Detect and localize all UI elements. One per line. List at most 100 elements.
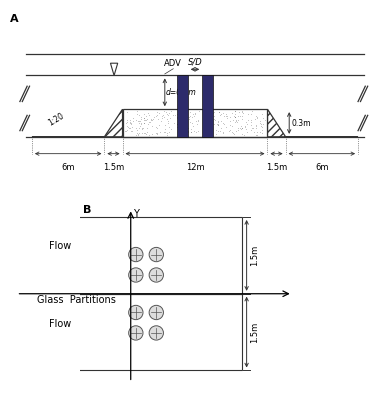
Point: [223, 113, 229, 120]
Text: 12m: 12m: [186, 163, 204, 172]
Point: [151, 113, 158, 120]
Point: [174, 120, 180, 127]
Point: [248, 110, 255, 117]
Point: [231, 113, 237, 119]
Point: [231, 114, 238, 120]
Circle shape: [129, 326, 143, 340]
Point: [162, 122, 168, 128]
Text: Flow: Flow: [49, 241, 71, 251]
Point: [154, 131, 161, 137]
Point: [215, 118, 222, 124]
Point: [136, 118, 142, 124]
Point: [146, 131, 152, 138]
Point: [200, 108, 206, 114]
Point: [257, 117, 263, 124]
Point: [253, 132, 259, 138]
Point: [144, 125, 150, 132]
Point: [235, 125, 241, 132]
Point: [211, 109, 217, 115]
Point: [215, 118, 222, 125]
Point: [259, 124, 265, 130]
Point: [154, 124, 160, 131]
Point: [180, 115, 186, 121]
Point: [223, 124, 229, 130]
Point: [145, 109, 151, 116]
Point: [154, 130, 161, 136]
Point: [233, 116, 239, 123]
Point: [139, 124, 145, 131]
Point: [202, 112, 208, 119]
Point: [252, 123, 259, 130]
Point: [238, 126, 245, 132]
Point: [248, 119, 254, 125]
Point: [217, 112, 223, 118]
Point: [141, 115, 147, 121]
Point: [223, 114, 230, 121]
Point: [153, 130, 159, 136]
Point: [134, 111, 140, 118]
Point: [245, 117, 252, 123]
Point: [188, 126, 194, 132]
Point: [165, 120, 171, 126]
Point: [210, 110, 216, 116]
Point: [238, 123, 244, 130]
Point: [218, 125, 224, 131]
Point: [259, 110, 265, 117]
Point: [218, 111, 224, 118]
Point: [229, 128, 235, 135]
Point: [232, 108, 238, 114]
Text: ADV: ADV: [164, 59, 182, 68]
Point: [253, 122, 259, 128]
Point: [243, 119, 249, 125]
Point: [232, 119, 238, 126]
Point: [141, 120, 147, 126]
Point: [153, 124, 159, 130]
Point: [163, 109, 169, 116]
Circle shape: [129, 247, 143, 262]
Point: [162, 126, 168, 132]
Point: [221, 121, 227, 127]
Point: [138, 114, 145, 120]
Point: [142, 131, 149, 137]
Circle shape: [149, 326, 163, 340]
Text: 1.5m: 1.5m: [266, 163, 287, 172]
Point: [174, 111, 180, 117]
Point: [136, 130, 142, 136]
Point: [186, 109, 193, 115]
Point: [184, 123, 190, 130]
Point: [127, 124, 133, 131]
Point: [128, 128, 134, 134]
Point: [159, 115, 165, 121]
Point: [140, 120, 147, 126]
Point: [183, 131, 190, 137]
Point: [124, 108, 130, 115]
Point: [211, 113, 217, 120]
Point: [140, 130, 147, 136]
Text: Flow: Flow: [49, 320, 71, 330]
Point: [135, 131, 142, 137]
Point: [177, 120, 183, 126]
Point: [148, 117, 154, 123]
Point: [174, 124, 180, 130]
Point: [216, 109, 222, 116]
Point: [149, 116, 156, 122]
Point: [258, 121, 264, 128]
Point: [239, 109, 246, 116]
Point: [220, 110, 227, 116]
Point: [176, 109, 182, 115]
Point: [163, 132, 170, 138]
Point: [127, 119, 133, 125]
Point: [125, 124, 131, 130]
Text: 6m: 6m: [62, 163, 75, 172]
Point: [163, 111, 170, 118]
Point: [236, 109, 242, 115]
Point: [239, 124, 245, 131]
Point: [180, 116, 186, 123]
Point: [179, 109, 185, 116]
Point: [123, 128, 129, 134]
Point: [212, 117, 218, 123]
Point: [166, 110, 172, 116]
Point: [227, 118, 233, 124]
Point: [220, 129, 226, 136]
Point: [239, 125, 245, 131]
